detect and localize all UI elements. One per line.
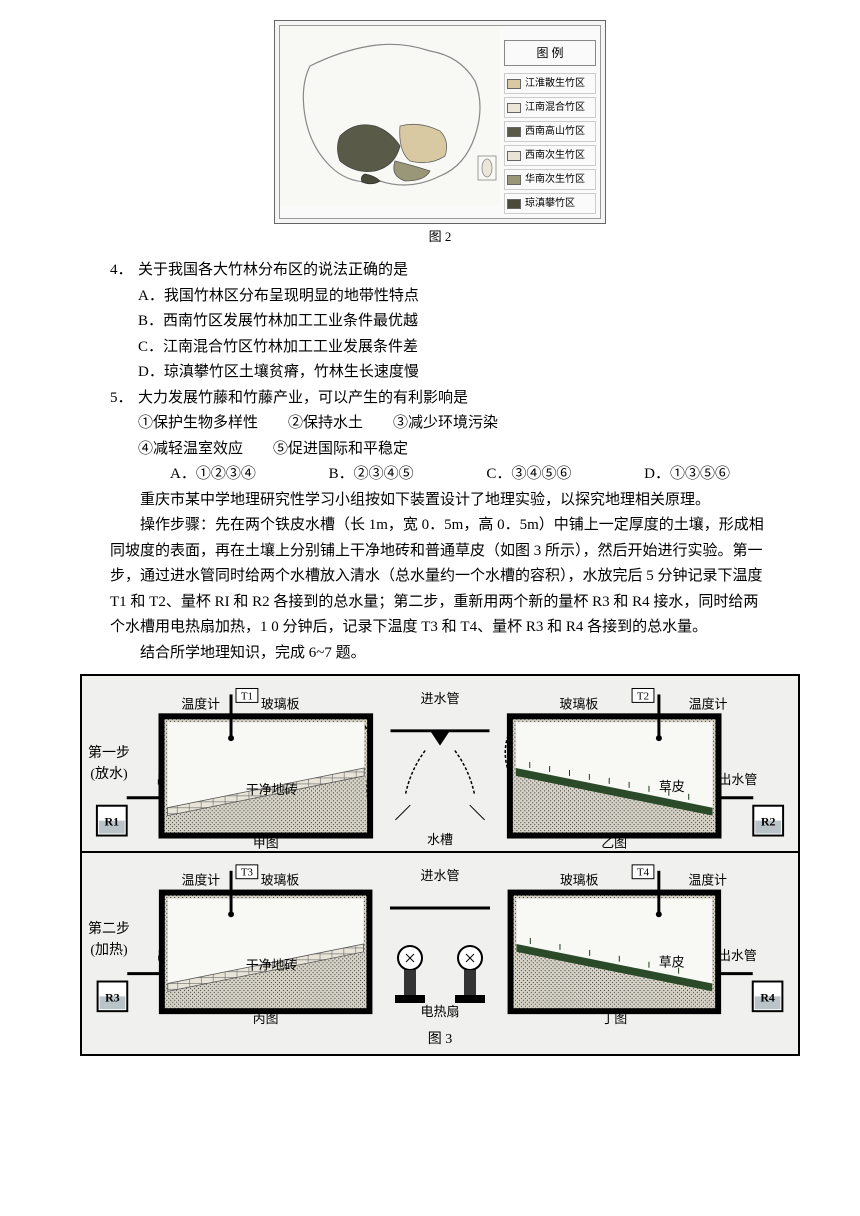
svg-text:干净地砖: 干净地砖	[246, 782, 298, 797]
svg-text:温度计: 温度计	[181, 697, 220, 712]
q5-number: 5．	[110, 386, 138, 412]
passage-p3: 结合所学地理知识，完成 6~7 题。	[110, 641, 770, 667]
experiment-diagram: 第一步(放水) R1	[80, 674, 800, 1056]
svg-text:T2: T2	[637, 691, 649, 703]
svg-text:玻璃板: 玻璃板	[261, 874, 300, 888]
center-col-2: 进水管 电热扇	[390, 853, 490, 1026]
svg-text:R3: R3	[105, 991, 120, 1005]
svg-text:甲图: 甲图	[253, 836, 279, 851]
q4-number: 4．	[110, 258, 138, 284]
q5-circled-1: ①保护生物多样性 ②保持水土 ③减少环境污染	[110, 411, 770, 437]
svg-text:出水管: 出水管	[718, 949, 757, 963]
q4-option-d: D．琼滇攀竹区土壤贫瘠，竹林生长速度慢	[110, 360, 770, 386]
diagram-caption: 图 3	[82, 1026, 798, 1054]
center-col-1: 进水管 水槽	[390, 676, 490, 851]
q5-option-c: C．③④⑤⑥	[486, 462, 571, 488]
svg-text:R1: R1	[105, 815, 120, 829]
svg-text:T1: T1	[241, 691, 253, 703]
svg-text:电热扇: 电热扇	[420, 1004, 459, 1018]
svg-text:玻璃板: 玻璃板	[560, 874, 599, 888]
svg-text:温度计: 温度计	[689, 697, 728, 712]
q4-option-b: B．西南竹区发展竹林加工工业条件最优越	[110, 309, 770, 335]
svg-text:出水管: 出水管	[719, 772, 758, 787]
svg-text:干净地砖: 干净地砖	[246, 959, 298, 973]
svg-text:T4: T4	[637, 867, 650, 879]
q5-option-d: D．①③⑤⑥	[644, 462, 730, 488]
q5-options: A．①②③④ B．②③④⑤ C．③④⑤⑥ D．①③⑤⑥	[110, 462, 770, 488]
svg-text:R2: R2	[761, 815, 776, 829]
q5-option-a: A．①②③④	[170, 462, 256, 488]
map-caption: 图 2	[110, 226, 770, 248]
map-legend: 图 例 江淮散生竹区 江南混合竹区 西南高山竹区 西南次生竹区 华南次生竹区 琼…	[500, 26, 600, 218]
tank-bing: R3 出水管 干净地砖 玻璃板 温度计 T3 丙图	[82, 853, 390, 1026]
passage-p1: 重庆市某中学地理研究性学习小组按如下装置设计了地理实验，以探究地理相关原理。	[110, 488, 770, 514]
svg-text:温度计: 温度计	[182, 873, 221, 888]
svg-text:T3: T3	[241, 867, 253, 879]
q5-stem: 大力发展竹藤和竹藤产业，可以产生的有利影响是	[138, 386, 770, 412]
svg-text:R4: R4	[760, 991, 775, 1005]
q5-option-b: B．②③④⑤	[329, 462, 414, 488]
svg-text:玻璃板: 玻璃板	[261, 697, 300, 712]
q4-option-a: A．我国竹林区分布呈现明显的地带性特点	[110, 284, 770, 310]
tank-jiagraph: R1 出水管 干净地砖 玻璃板 温度计 T1	[82, 676, 390, 851]
svg-text:丁图: 丁图	[601, 1013, 627, 1027]
question-5: 5． 大力发展竹藤和竹藤产业，可以产生的有利影响是	[110, 386, 770, 412]
tank-ding: 草皮 玻璃板 温度计 T4 出水管 R4 丁图	[490, 853, 798, 1026]
svg-text:温度计: 温度计	[688, 873, 727, 888]
legend-title: 图 例	[504, 40, 596, 66]
svg-text:乙图: 乙图	[601, 836, 627, 851]
map-figure: 图 例 江淮散生竹区 江南混合竹区 西南高山竹区 西南次生竹区 华南次生竹区 琼…	[110, 20, 770, 248]
tank-yi: 草皮 玻璃板 温度计 T2 出水管 R2 乙图	[490, 676, 798, 851]
q4-option-c: C．江南混合竹区竹林加工工业发展条件差	[110, 335, 770, 361]
q4-stem: 关于我国各大竹林分布区的说法正确的是	[138, 258, 770, 284]
svg-text:丙图: 丙图	[253, 1013, 279, 1027]
q5-circled-2: ④减轻温室效应 ⑤促进国际和平稳定	[110, 437, 770, 463]
svg-text:玻璃板: 玻璃板	[560, 697, 599, 712]
china-map-svg	[280, 26, 500, 206]
question-4: 4． 关于我国各大竹林分布区的说法正确的是	[110, 258, 770, 284]
svg-text:草皮: 草皮	[659, 779, 685, 794]
svg-text:草皮: 草皮	[659, 956, 685, 970]
passage-p2: 操作步骤：先在两个铁皮水槽（长 1m，宽 0．5m，高 0．5m）中铺上一定厚度…	[110, 513, 770, 641]
